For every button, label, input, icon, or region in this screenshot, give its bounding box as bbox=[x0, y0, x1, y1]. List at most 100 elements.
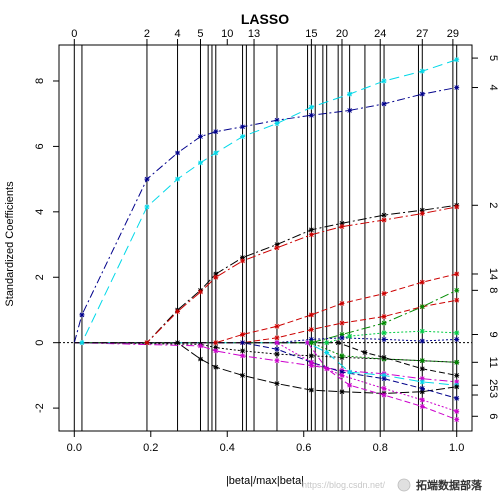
series-line-9 bbox=[74, 342, 457, 363]
series-line-16 bbox=[74, 342, 457, 363]
series-point-7-4 bbox=[419, 328, 425, 334]
series-point-3-4 bbox=[213, 274, 219, 280]
series-point-10-8 bbox=[419, 376, 425, 382]
series-point-8-5 bbox=[419, 338, 425, 344]
top-tick-label-2: 4 bbox=[174, 28, 180, 40]
series-point-10-9 bbox=[454, 379, 460, 385]
right-axis: 5 4 2 14 8 9 11 253 6 bbox=[472, 55, 499, 419]
right-tick-label-0: 5 bbox=[487, 55, 499, 61]
top-axis: 0 2 4 5 10 13 15 20 24 27 29 bbox=[71, 28, 459, 45]
plot-frame bbox=[58, 44, 473, 432]
series-point-14-6 bbox=[454, 408, 460, 414]
top-tick-label-5: 13 bbox=[248, 28, 260, 40]
series-point-0-9 bbox=[347, 107, 353, 113]
x-axis: 0.0 0.2 0.4 0.6 0.8 1.0 bbox=[67, 431, 464, 454]
series-point-1-2 bbox=[144, 204, 150, 210]
y-tick-label-1: 0 bbox=[34, 340, 46, 346]
series-line-4 bbox=[74, 273, 457, 344]
right-tick-label-3: 14 bbox=[487, 268, 499, 280]
series-line-2 bbox=[74, 204, 457, 344]
y-tick-label-2: 2 bbox=[34, 274, 46, 280]
series-point-1-7 bbox=[274, 121, 280, 127]
y-axis: -2 0 2 4 6 8 bbox=[34, 78, 59, 413]
series-point-11-4 bbox=[381, 372, 387, 378]
series-point-9-4 bbox=[274, 351, 280, 357]
series-point-4-4 bbox=[308, 312, 314, 318]
series-point-5-4 bbox=[339, 320, 345, 326]
series-point-2-7 bbox=[308, 227, 314, 233]
series-point-0-7 bbox=[274, 117, 280, 123]
series-point-15-3 bbox=[347, 382, 353, 388]
series-line-7 bbox=[74, 330, 457, 344]
right-tick-label-7: 25 bbox=[487, 379, 499, 391]
right-tick-label-4: 8 bbox=[487, 287, 499, 293]
series-point-10-1 bbox=[197, 343, 203, 349]
series-point-3-8 bbox=[339, 224, 345, 230]
series-line-5 bbox=[74, 299, 457, 344]
right-tick-label-9: 6 bbox=[487, 413, 499, 419]
series-point-4-5 bbox=[339, 300, 345, 306]
series-point-6-2 bbox=[339, 332, 345, 337]
series-point-3-7 bbox=[308, 232, 314, 238]
series-point-10-2 bbox=[213, 348, 219, 354]
series-point-1-12 bbox=[454, 57, 460, 63]
series-point-3-2 bbox=[175, 309, 181, 315]
series-point-3-9 bbox=[381, 217, 387, 223]
right-tick-label-8: 3 bbox=[487, 392, 499, 398]
watermark-brand-text: 拓端数据部落 bbox=[416, 478, 483, 492]
series-point-1-6 bbox=[240, 134, 246, 140]
series-point-13-2 bbox=[274, 346, 280, 352]
right-tick-label-2: 2 bbox=[487, 202, 499, 208]
series-point-12-5 bbox=[274, 381, 280, 387]
series-point-3-5 bbox=[240, 258, 246, 264]
series-point-6-5 bbox=[454, 287, 460, 293]
top-tick-label-6: 15 bbox=[305, 28, 317, 40]
series-point-13-6 bbox=[419, 385, 425, 391]
series-point-2-6 bbox=[274, 242, 280, 248]
series-point-17-2 bbox=[362, 349, 368, 355]
series-point-12-2 bbox=[197, 356, 203, 362]
series-point-12-10 bbox=[454, 384, 460, 390]
series-point-0-5 bbox=[213, 129, 219, 135]
y-tick-label-0: -2 bbox=[34, 403, 46, 413]
series-point-4-8 bbox=[454, 271, 460, 277]
top-tick-label-10: 29 bbox=[447, 28, 459, 40]
coefficient-markers bbox=[79, 57, 460, 423]
series-point-11-2 bbox=[324, 349, 330, 355]
series-point-8-6 bbox=[454, 336, 460, 342]
series-point-3-1 bbox=[144, 340, 150, 346]
series-point-1-11 bbox=[419, 68, 425, 74]
y-tick-label-3: 4 bbox=[34, 209, 46, 215]
series-point-10-3 bbox=[240, 353, 246, 359]
series-point-6-4 bbox=[419, 304, 425, 310]
series-point-12-9 bbox=[419, 389, 425, 395]
series-point-12-7 bbox=[339, 389, 345, 395]
series-point-8-4 bbox=[381, 336, 387, 342]
series-point-7-1 bbox=[324, 340, 330, 346]
y-axis-label: Standardized Coefficients bbox=[4, 181, 16, 307]
series-point-0-8 bbox=[308, 112, 314, 118]
series-point-16-2 bbox=[339, 353, 345, 359]
series-line-10 bbox=[74, 342, 457, 383]
series-point-10-4 bbox=[274, 358, 280, 364]
series-point-2-10 bbox=[419, 207, 425, 213]
series-point-0-12 bbox=[454, 85, 460, 91]
wechat-icon bbox=[397, 478, 411, 492]
series-point-1-3 bbox=[175, 176, 181, 182]
series-point-9-5 bbox=[308, 353, 314, 359]
series-point-0-1 bbox=[79, 312, 85, 318]
series-point-1-9 bbox=[347, 91, 353, 97]
series-point-1-1 bbox=[79, 340, 85, 346]
series-point-12-3 bbox=[213, 364, 219, 370]
right-tick-label-5: 9 bbox=[487, 331, 499, 337]
series-point-11-5 bbox=[419, 379, 425, 385]
series-point-5-5 bbox=[381, 314, 387, 320]
x-tick-label-3: 0.6 bbox=[296, 442, 311, 454]
series-point-3-10 bbox=[419, 210, 425, 216]
top-tick-label-7: 20 bbox=[336, 28, 348, 40]
series-point-16-4 bbox=[419, 358, 425, 364]
series-point-5-2 bbox=[274, 335, 280, 341]
series-point-0-3 bbox=[175, 150, 181, 156]
series-point-5-7 bbox=[454, 297, 460, 303]
